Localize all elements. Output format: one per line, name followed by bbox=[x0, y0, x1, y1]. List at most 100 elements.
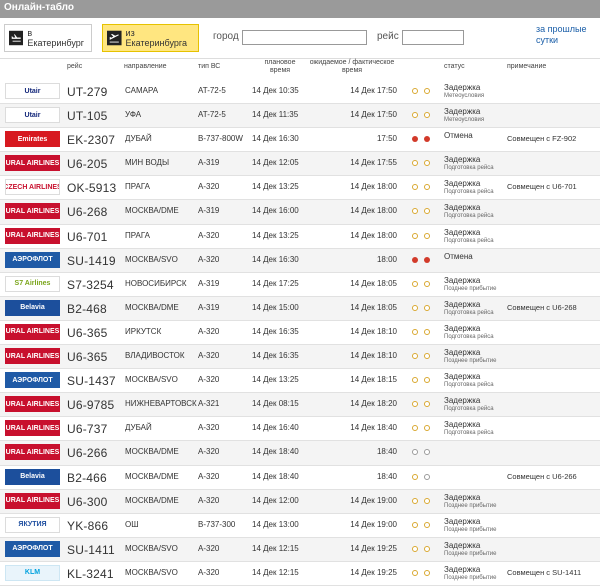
actual-time: 14 Дек 17:50 bbox=[350, 110, 397, 120]
flight-number[interactable]: UT-105 bbox=[67, 109, 108, 124]
table-row[interactable]: Belavia B2-468 МОСКВА/DME A-319 14 Дек 15:00… bbox=[0, 296, 600, 321]
flight-number[interactable]: OK-5913 bbox=[67, 181, 117, 196]
aircraft-type: AT-72-5 bbox=[198, 86, 226, 95]
flight-number[interactable]: SU-1419 bbox=[67, 253, 116, 268]
airline-logo: CZECH AIRLINES bbox=[5, 179, 60, 196]
flight-number[interactable]: B2-466 bbox=[67, 470, 107, 485]
flight-number[interactable]: U6-9785 bbox=[67, 398, 115, 413]
col-aircraft: тип ВС bbox=[198, 63, 221, 70]
actual-time: 14 Дек 18:05 bbox=[350, 278, 397, 288]
actual-time: 14 Дек 18:00 bbox=[350, 182, 397, 192]
table-row[interactable]: URAL AIRLINES U6-205 МИН ВОДЫ A-319 14 Дек 1… bbox=[0, 152, 600, 177]
table-row[interactable]: АЭРОФЛОТ SU-1411 МОСКВА/SVO A-320 14 Дек 12:… bbox=[0, 537, 600, 562]
flight-number[interactable]: B2-468 bbox=[67, 301, 107, 316]
table-row[interactable]: АЭРОФЛОТ SU-1437 МОСКВА/SVO A-320 14 Дек 13:… bbox=[0, 369, 600, 394]
flight-status: Задержка Подготовка рейса bbox=[444, 396, 494, 414]
departures-button[interactable]: из Екатеринбурга bbox=[102, 24, 199, 52]
flight-status: Задержка Подготовка рейса bbox=[444, 420, 494, 438]
status-light-icon bbox=[412, 232, 418, 239]
scheduled-time: 14 Дек 08:15 bbox=[252, 399, 299, 409]
table-row[interactable]: Utair UT-279 САМАРА AT-72-5 14 Дек 10:35 14 Д… bbox=[0, 80, 600, 105]
flight-number[interactable]: U6-365 bbox=[67, 350, 108, 365]
flight-number[interactable]: SU-1437 bbox=[67, 374, 116, 389]
flight-note: Совмещен с U6-268 bbox=[507, 302, 577, 312]
flight-number[interactable]: U6-266 bbox=[67, 446, 108, 461]
status-text: Задержка bbox=[444, 396, 481, 406]
flight-number[interactable]: U6-701 bbox=[67, 229, 108, 244]
status-reason: Метеоусловия bbox=[444, 93, 485, 99]
status-reason: Подготовка рейса bbox=[444, 430, 494, 437]
status-text: Задержка bbox=[444, 540, 481, 550]
flight-number[interactable]: U6-268 bbox=[67, 205, 108, 220]
city-input[interactable] bbox=[242, 30, 367, 45]
flight-number[interactable]: U6-205 bbox=[67, 157, 108, 172]
scheduled-time: 14 Дек 11:35 bbox=[252, 110, 299, 120]
table-row[interactable]: URAL AIRLINES U6-9785 НИЖНЕВАРТОВСК A-321 14… bbox=[0, 393, 600, 418]
status-light-icon bbox=[424, 497, 430, 504]
status-light-icon bbox=[424, 184, 430, 191]
status-light-icon bbox=[424, 521, 430, 528]
table-row[interactable]: АЭРОФЛОТ SU-1419 МОСКВА/SVO A-320 14 Дек 16:… bbox=[0, 248, 600, 273]
actual-time: 14 Дек 18:10 bbox=[350, 351, 397, 361]
city-label: город bbox=[213, 31, 239, 42]
flight-note: Совмещен с SU-1411 bbox=[507, 567, 582, 577]
status-light-icon bbox=[424, 377, 430, 384]
table-row[interactable]: URAL AIRLINES U6-701 ПРАГА A-320 14 Дек 13:2… bbox=[0, 224, 600, 249]
status-light-icon bbox=[412, 328, 418, 335]
flight-number[interactable]: UT-279 bbox=[67, 85, 108, 99]
scheduled-time: 14 Дек 18:40 bbox=[252, 447, 299, 457]
aircraft-type: A-320 bbox=[198, 471, 220, 481]
status-reason: Позднее прибытие bbox=[444, 502, 497, 509]
flight-number[interactable]: KL-3241 bbox=[67, 566, 114, 581]
status-light-icon bbox=[424, 449, 430, 456]
airline-logo: URAL AIRLINES bbox=[5, 203, 60, 220]
table-row[interactable]: CZECH AIRLINES OK-5913 ПРАГА A-320 14 Дек 13… bbox=[0, 176, 600, 201]
status-text: Задержка bbox=[444, 275, 481, 285]
destination: ДУБАЙ bbox=[125, 423, 152, 433]
status-text: Задержка bbox=[444, 516, 481, 526]
table-row[interactable]: URAL AIRLINES U6-365 ВЛАДИВОСТОК A-320 14 Де… bbox=[0, 345, 600, 370]
table-row[interactable]: URAL AIRLINES U6-737 ДУБАЙ A-320 14 Дек 16:4… bbox=[0, 417, 600, 442]
table-row[interactable]: URAL AIRLINES U6-300 МОСКВА/DME A-320 14 Дек… bbox=[0, 489, 600, 514]
col-flight: рейс bbox=[67, 63, 83, 70]
status-text: Задержка bbox=[444, 564, 481, 574]
aircraft-type: A-319 bbox=[198, 158, 220, 168]
flight-number[interactable]: U6-365 bbox=[67, 325, 108, 340]
status-text: Задержка bbox=[444, 299, 481, 309]
actual-time: 14 Дек 18:40 bbox=[350, 423, 397, 433]
destination: ДУБАЙ bbox=[125, 134, 152, 144]
flight-number[interactable]: U6-300 bbox=[67, 494, 108, 509]
table-row[interactable]: ЯКУТИЯ YK-866 ОШ B-737-300 14 Дек 13:00 14 Де… bbox=[0, 513, 600, 538]
table-row[interactable]: URAL AIRLINES U6-365 ИРКУТСК A-320 14 Дек 16… bbox=[0, 320, 600, 346]
table-row[interactable]: URAL AIRLINES U6-268 МОСКВА/DME A-319 14 Дек… bbox=[0, 200, 600, 225]
yesterday-link[interactable]: за прошлые сутки bbox=[536, 24, 587, 45]
destination: ПРАГА bbox=[125, 230, 151, 240]
table-row[interactable]: Emirates EK-2307 ДУБАЙ B-737-800W 14 Дек 16:… bbox=[0, 128, 600, 153]
table-row[interactable]: S7 Airlines S7-3254 НОВОСИБИРСК A-319 14 Дек… bbox=[0, 272, 600, 297]
plane-arrival-icon bbox=[9, 30, 24, 46]
destination: МОСКВА/SVO bbox=[125, 543, 178, 553]
table-row[interactable]: Belavia B2-466 МОСКВА/DME A-320 14 Дек 18:40… bbox=[0, 465, 600, 490]
status-text: Отмена bbox=[444, 131, 473, 141]
flight-input[interactable] bbox=[402, 30, 464, 45]
table-row[interactable]: KLM KL-3241 МОСКВА/SVO A-320 14 Дек 12:15 14 … bbox=[0, 561, 600, 586]
flight-number[interactable]: EK-2307 bbox=[67, 133, 116, 148]
actual-time: 14 Дек 17:50 bbox=[350, 86, 397, 95]
actual-time: 14 Дек 18:05 bbox=[350, 302, 397, 312]
table-row[interactable]: Utair UT-105 УФА AT-72-5 14 Дек 11:35 14 Дек … bbox=[0, 104, 600, 129]
status-text: Задержка bbox=[444, 83, 481, 92]
airline-logo: Belavia bbox=[5, 299, 60, 316]
flight-number[interactable]: U6-737 bbox=[67, 422, 108, 437]
flight-number[interactable]: YK-866 bbox=[67, 518, 109, 533]
actual-time: 17:50 bbox=[376, 134, 397, 144]
flight-number[interactable]: S7-3254 bbox=[67, 277, 114, 292]
arrivals-button[interactable]: в Екатеринбург bbox=[4, 24, 92, 52]
table-row[interactable]: URAL AIRLINES U6-266 МОСКВА/DME A-320 14 Дек… bbox=[0, 441, 600, 466]
status-reason: Позднее прибытие bbox=[444, 526, 497, 533]
status-light-icon bbox=[412, 377, 418, 384]
airline-logo: АЭРОФЛОТ bbox=[5, 372, 60, 389]
flight-status: Задержка Подготовка рейса bbox=[444, 228, 494, 246]
flight-number[interactable]: SU-1411 bbox=[67, 542, 115, 557]
aircraft-type: B-737-800W bbox=[198, 134, 243, 144]
airline-logo: Utair bbox=[5, 107, 60, 124]
